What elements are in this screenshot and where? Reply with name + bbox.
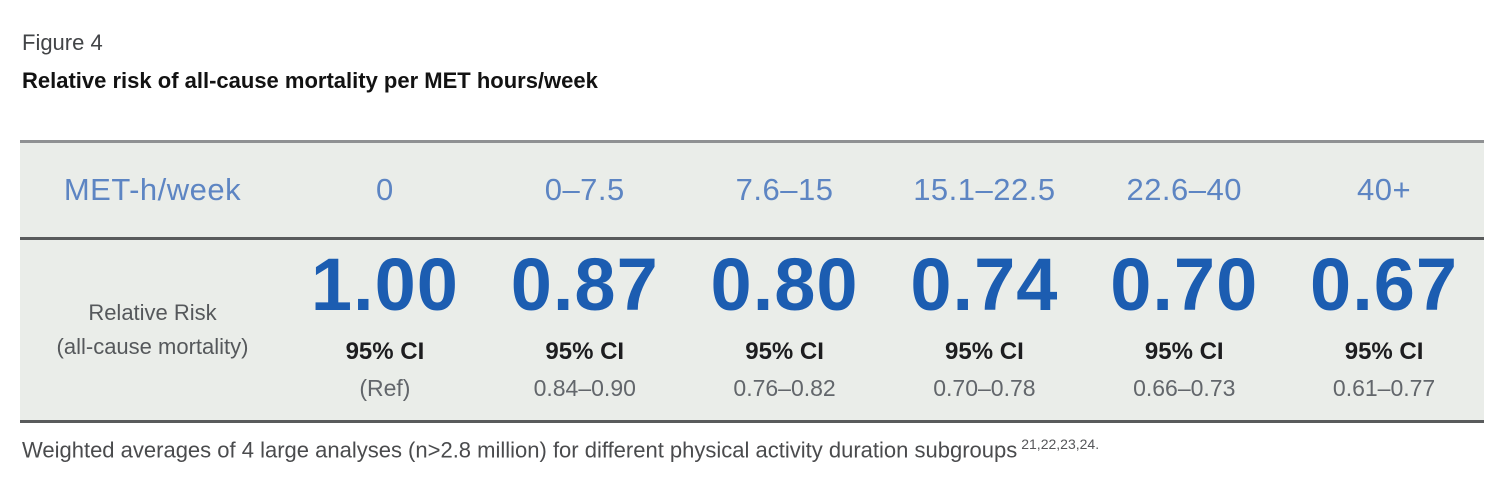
- column-header-0: 0: [376, 172, 394, 207]
- ci-label: 95% CI: [1344, 337, 1424, 365]
- value-cell-1: 0.87 95% CI 0.84–0.90: [485, 240, 685, 420]
- row-label: Relative Risk (all-cause mortality): [20, 240, 285, 420]
- column-header-3: 15.1–22.5: [913, 172, 1056, 207]
- value-cell-5: 0.67 95% CI 0.61–0.77: [1284, 240, 1484, 420]
- column-header-4: 22.6–40: [1126, 172, 1243, 207]
- column-header-1: 0–7.5: [544, 172, 625, 207]
- value-cell-4: 0.70 95% CI 0.66–0.73: [1084, 240, 1284, 420]
- table-header-row: MET-h/week 0 0–7.5 7.6–15 15.1–22.5 22.6…: [20, 143, 1484, 240]
- relative-risk-value: 1.00: [310, 243, 459, 326]
- ci-label: 95% CI: [745, 337, 824, 365]
- relative-risk-value: 0.67: [1310, 243, 1459, 326]
- value-cell-3: 0.74 95% CI 0.70–0.78: [884, 240, 1084, 420]
- footnote-references: 21,22,23,24.: [1021, 436, 1100, 452]
- ci-label: 95% CI: [345, 337, 425, 365]
- ci-range: 0.76–0.82: [733, 374, 836, 401]
- column-header-2: 7.6–15: [735, 172, 834, 207]
- table-header-label: MET-h/week: [63, 172, 242, 207]
- row-label-line1: Relative Risk: [88, 299, 217, 325]
- ci-label: 95% CI: [1144, 337, 1224, 365]
- ci-label: 95% CI: [545, 337, 625, 365]
- row-label-line2: (all-cause mortality): [56, 334, 249, 359]
- column-header-5: 40+: [1357, 172, 1412, 207]
- ci-range: (Ref): [359, 374, 411, 401]
- ci-range: 0.66–0.73: [1133, 374, 1236, 401]
- table-data-row: Relative Risk (all-cause mortality) 1.00…: [20, 240, 1484, 420]
- figure-title: Relative risk of all-cause mortality per…: [22, 68, 598, 93]
- ci-range: 0.84–0.90: [533, 374, 636, 401]
- relative-risk-value: 0.70: [1110, 243, 1259, 326]
- figure-label: Figure 4: [22, 30, 103, 55]
- ci-range: 0.61–0.77: [1332, 374, 1436, 401]
- ci-label: 95% CI: [945, 337, 1024, 365]
- relative-risk-value: 0.80: [710, 243, 859, 326]
- relative-risk-value: 0.87: [510, 243, 659, 326]
- met-hours-table: MET-h/week 0 0–7.5 7.6–15 15.1–22.5 22.6…: [20, 140, 1484, 423]
- relative-risk-value: 0.74: [910, 243, 1059, 326]
- footnote-text: Weighted averages of 4 large analyses (n…: [22, 437, 1018, 463]
- ci-range: 0.70–0.78: [933, 374, 1036, 401]
- footnote: Weighted averages of 4 large analyses (n…: [22, 436, 1099, 463]
- value-cell-2: 0.80 95% CI 0.76–0.82: [685, 240, 885, 420]
- value-cell-0: 1.00 95% CI (Ref): [285, 240, 485, 420]
